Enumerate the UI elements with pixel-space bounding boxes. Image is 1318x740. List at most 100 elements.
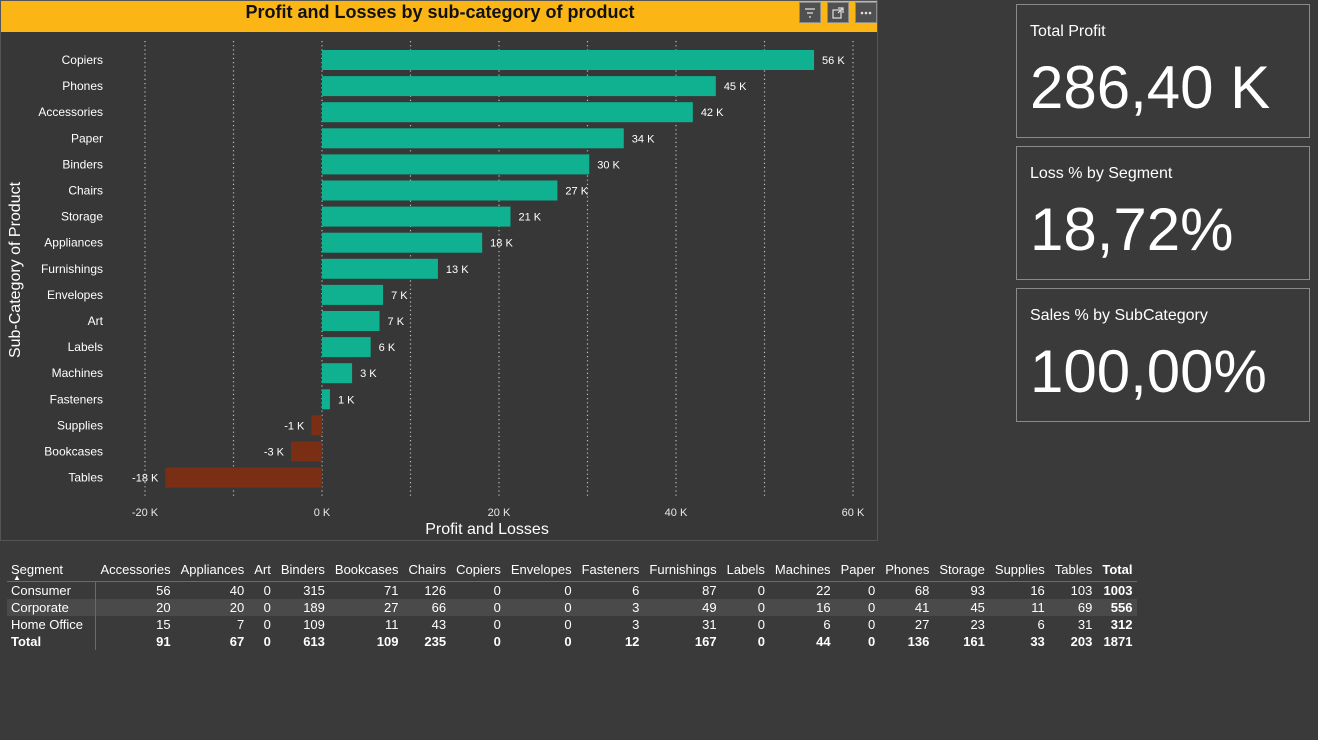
column-header-segment[interactable]: Segment ▲ [7, 557, 96, 583]
column-header[interactable]: Supplies [994, 561, 1045, 577]
table-cell: 1871 [1103, 634, 1133, 649]
bar-chart-svg: -20 K 0 K 20 K 40 K 60 K Copiers 56 K Phones 45 … [7, 41, 865, 538]
card-label: Sales % by SubCategory [1030, 307, 1208, 324]
bar-supplies[interactable] [311, 415, 322, 436]
x-tick-label: -20 K [132, 507, 159, 519]
bar-chairs[interactable] [322, 180, 558, 201]
bar-accessories[interactable] [322, 102, 693, 123]
bar-paper[interactable] [322, 128, 624, 149]
x-axis-title: Profit and Losses [425, 521, 549, 538]
chart-title: Profit and Losses by sub-category of pro… [245, 2, 635, 22]
bar-machines[interactable] [322, 363, 353, 384]
table-cell: 44 [816, 634, 831, 649]
category-label: Envelopes [47, 288, 103, 302]
table-cell: 0 [249, 599, 276, 616]
bar-furnishings[interactable] [322, 258, 438, 279]
table-cell: 66 [403, 599, 452, 616]
more-options-icon[interactable] [855, 2, 877, 23]
bar-binders[interactable] [322, 154, 590, 175]
column-header[interactable]: Total [1102, 561, 1133, 577]
bar-storage[interactable] [322, 206, 511, 227]
category-label: Accessories [38, 105, 103, 119]
table-cell: 6 [1037, 617, 1045, 632]
table-row[interactable]: Corporate 20 20 0 189 27 66 0 0 3 49 0 16 0 41 45 11 69 55… [7, 599, 1138, 616]
bar-appliances[interactable] [322, 232, 483, 253]
category-label: Chairs [68, 184, 103, 198]
bar-phones[interactable] [322, 76, 716, 97]
column-header[interactable]: Tables [1054, 561, 1093, 577]
bar-labels[interactable] [322, 337, 371, 358]
column-header[interactable]: Chairs [408, 561, 447, 577]
column-header[interactable]: Storage [939, 561, 985, 577]
segment-header-label: Segment [11, 561, 64, 577]
table-cell: 0 [868, 617, 876, 632]
column-header[interactable]: Binders [280, 561, 325, 577]
data-label: 45 K [724, 81, 747, 93]
column-header[interactable]: Copiers [456, 561, 501, 577]
table-cell: 0 [564, 583, 572, 598]
category-label: Bookcases [44, 445, 103, 459]
column-header[interactable]: Fasteners [581, 561, 640, 577]
row-header: Corporate [7, 599, 97, 616]
data-label: 3 K [360, 368, 377, 380]
column-header[interactable]: Art [254, 561, 271, 577]
table-cell: 0 [757, 583, 765, 598]
column-header[interactable]: Accessories [100, 561, 171, 577]
column-header[interactable]: Paper [840, 561, 876, 577]
table-row[interactable]: Consumer 56 40 0 315 71 126 0 0 6 87 0 22 0 68 93 16 103 1… [7, 581, 1137, 599]
table-cell: 41 [880, 599, 935, 616]
category-label: Labels [68, 340, 103, 354]
table-cell: 87 [702, 583, 717, 598]
column-header[interactable]: Phones [885, 561, 930, 577]
column-header[interactable]: Bookcases [334, 561, 399, 577]
bar-art[interactable] [322, 311, 380, 331]
table-cell: 109 [303, 617, 325, 632]
table-total-row[interactable]: Total 91 67 0 613 109 235 0 0 12 167 0 44 0 136 161 33 20… [7, 633, 1137, 650]
segment-matrix-table[interactable]: Segment ▲ Accessories Appliances Art Binders… [7, 557, 1138, 650]
column-header[interactable]: Envelopes [510, 561, 572, 577]
table-cell: 189 [275, 599, 330, 616]
column-header[interactable]: Appliances [180, 561, 245, 577]
total-profit-card[interactable]: Total Profit 286,40 K [1016, 4, 1310, 138]
bar-bookcases[interactable] [291, 441, 322, 462]
sales-by-subcategory-card[interactable]: Sales % by SubCategory 100,00% [1016, 288, 1310, 422]
row-header: Consumer [7, 581, 97, 599]
table-cell: 161 [963, 634, 985, 649]
table-cell: 16 [1030, 583, 1045, 598]
table-cell: 27 [914, 617, 930, 632]
table-cell: 167 [694, 634, 717, 649]
column-header[interactable]: Labels [726, 561, 765, 577]
focus-mode-icon[interactable] [827, 2, 849, 23]
table-cell: 0 [564, 617, 572, 632]
column-header[interactable]: Machines [774, 561, 831, 577]
table-cell: 136 [907, 634, 930, 649]
bar-fasteners[interactable] [322, 389, 330, 410]
table-cell: 0 [493, 617, 501, 632]
table-cell: 56 [156, 583, 171, 598]
table-cell: 315 [303, 583, 325, 598]
data-label: -18 K [132, 473, 159, 485]
column-header[interactable]: Furnishings [649, 561, 717, 577]
data-label: 42 K [701, 107, 724, 119]
labels: -20 K 0 K 20 K 40 K 60 K Copiers 56 K Phones 45 … [38, 53, 865, 519]
table-cell: 0 [263, 583, 271, 598]
loss-by-segment-card[interactable]: Loss % by Segment 18,72% [1016, 146, 1310, 280]
profit-losses-chart-visual[interactable]: Profit and Losses by sub-category of pro… [0, 0, 878, 541]
bar-tables[interactable] [165, 467, 322, 488]
y-axis-title: Sub-Category of Product [7, 181, 24, 358]
category-label: Appliances [44, 236, 103, 250]
bar-copiers[interactable] [322, 50, 815, 70]
table-cell: 0 [757, 617, 765, 632]
data-label: 21 K [519, 212, 542, 224]
bar-envelopes[interactable] [322, 284, 384, 305]
table-row[interactable]: Home Office 15 7 0 109 11 43 0 0 3 31 0 6 0 27 23 6 31 312 [7, 616, 1137, 633]
data-label: 27 K [565, 186, 588, 198]
data-label: 34 K [632, 133, 655, 145]
table-cell: 43 [431, 617, 447, 632]
sort-ascending-icon[interactable]: ▲ [13, 573, 21, 582]
filter-icon[interactable] [799, 2, 821, 23]
table-cell: 93 [970, 583, 985, 598]
table-cell: 613 [303, 634, 325, 649]
row-header: Home Office [7, 616, 97, 633]
data-label: 18 K [490, 238, 513, 250]
